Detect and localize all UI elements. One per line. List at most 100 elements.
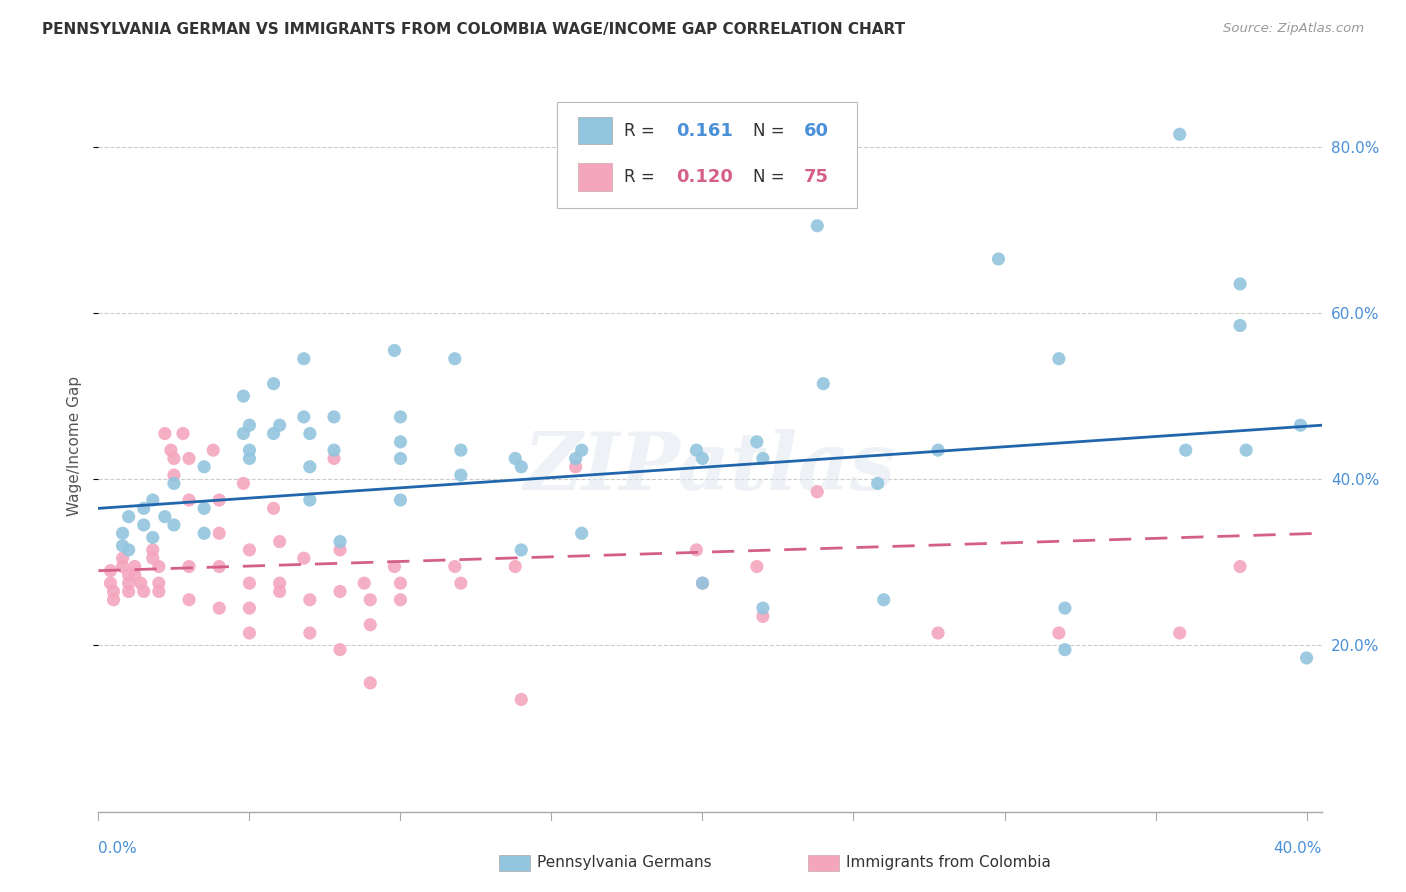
Point bbox=[1053, 601, 1076, 615]
Y-axis label: Wage/Income Gap: Wage/Income Gap bbox=[67, 376, 83, 516]
Point bbox=[208, 493, 231, 508]
Point bbox=[323, 409, 346, 424]
Point bbox=[752, 601, 775, 615]
Point bbox=[238, 601, 260, 615]
Point bbox=[510, 542, 533, 557]
Text: 0.0%: 0.0% bbox=[98, 841, 138, 856]
Point bbox=[298, 426, 321, 441]
Point bbox=[353, 576, 375, 591]
Point bbox=[503, 559, 526, 574]
Point bbox=[1289, 418, 1312, 433]
Text: Immigrants from Colombia: Immigrants from Colombia bbox=[846, 855, 1052, 870]
Text: 60: 60 bbox=[804, 121, 830, 139]
Point bbox=[1047, 351, 1070, 366]
Point bbox=[163, 476, 186, 491]
Point bbox=[443, 351, 465, 366]
Point bbox=[503, 451, 526, 466]
Point bbox=[117, 576, 139, 591]
Point bbox=[389, 493, 412, 508]
Point bbox=[117, 509, 139, 524]
Point bbox=[389, 409, 412, 424]
Point bbox=[692, 576, 714, 591]
Point bbox=[1229, 318, 1251, 333]
Text: R =: R = bbox=[624, 168, 661, 186]
Point bbox=[238, 542, 260, 557]
Point bbox=[269, 584, 291, 599]
Point bbox=[163, 518, 186, 533]
Point bbox=[111, 551, 134, 566]
Point bbox=[292, 351, 315, 366]
Point bbox=[927, 626, 949, 640]
Point bbox=[806, 484, 828, 499]
Point bbox=[142, 530, 165, 544]
Point bbox=[450, 443, 472, 458]
Point bbox=[269, 418, 291, 433]
Point bbox=[117, 542, 139, 557]
Point bbox=[124, 567, 146, 582]
Point bbox=[132, 518, 155, 533]
Point bbox=[359, 676, 381, 690]
Point bbox=[148, 584, 170, 599]
Text: 0.161: 0.161 bbox=[676, 121, 733, 139]
Point bbox=[1047, 626, 1070, 640]
Point bbox=[238, 418, 260, 433]
Point bbox=[148, 559, 170, 574]
Point bbox=[1174, 443, 1197, 458]
Point bbox=[1229, 559, 1251, 574]
Point bbox=[866, 476, 889, 491]
Point bbox=[111, 539, 134, 553]
Point bbox=[927, 443, 949, 458]
Point bbox=[389, 451, 412, 466]
Point bbox=[692, 451, 714, 466]
Point bbox=[298, 592, 321, 607]
Point bbox=[132, 501, 155, 516]
Point bbox=[298, 493, 321, 508]
Point bbox=[263, 376, 285, 391]
Text: Source: ZipAtlas.com: Source: ZipAtlas.com bbox=[1223, 22, 1364, 36]
Point bbox=[987, 252, 1010, 266]
Point bbox=[298, 626, 321, 640]
Text: ZIPatlas: ZIPatlas bbox=[524, 429, 896, 507]
Point bbox=[510, 459, 533, 474]
Point bbox=[153, 426, 176, 441]
Point bbox=[142, 551, 165, 566]
Point bbox=[806, 219, 828, 233]
Text: 0.120: 0.120 bbox=[676, 168, 733, 186]
Point bbox=[564, 451, 586, 466]
Point bbox=[238, 576, 260, 591]
Point bbox=[193, 526, 215, 541]
Point bbox=[813, 376, 835, 391]
Point bbox=[692, 576, 714, 591]
Point bbox=[329, 542, 352, 557]
Point bbox=[359, 592, 381, 607]
Point bbox=[163, 468, 186, 483]
Point bbox=[117, 567, 139, 582]
Point bbox=[232, 389, 254, 403]
FancyBboxPatch shape bbox=[557, 103, 856, 209]
Point bbox=[450, 576, 472, 591]
Point bbox=[384, 559, 406, 574]
Point bbox=[1168, 626, 1191, 640]
Point bbox=[160, 443, 183, 458]
Point bbox=[269, 534, 291, 549]
Point bbox=[208, 601, 231, 615]
Point bbox=[329, 642, 352, 657]
Point bbox=[100, 576, 122, 591]
Text: R =: R = bbox=[624, 121, 661, 139]
Point bbox=[873, 592, 896, 607]
Point bbox=[564, 459, 586, 474]
Point bbox=[132, 584, 155, 599]
Text: PENNSYLVANIA GERMAN VS IMMIGRANTS FROM COLOMBIA WAGE/INCOME GAP CORRELATION CHAR: PENNSYLVANIA GERMAN VS IMMIGRANTS FROM C… bbox=[42, 22, 905, 37]
Point bbox=[111, 526, 134, 541]
Point bbox=[238, 451, 260, 466]
Point bbox=[1234, 443, 1257, 458]
Point bbox=[752, 451, 775, 466]
Bar bbox=[578, 117, 612, 145]
Point bbox=[232, 476, 254, 491]
Point bbox=[450, 468, 472, 483]
Point bbox=[142, 542, 165, 557]
Point bbox=[100, 564, 122, 578]
Point bbox=[129, 576, 152, 591]
Point bbox=[103, 584, 125, 599]
Point bbox=[142, 493, 165, 508]
